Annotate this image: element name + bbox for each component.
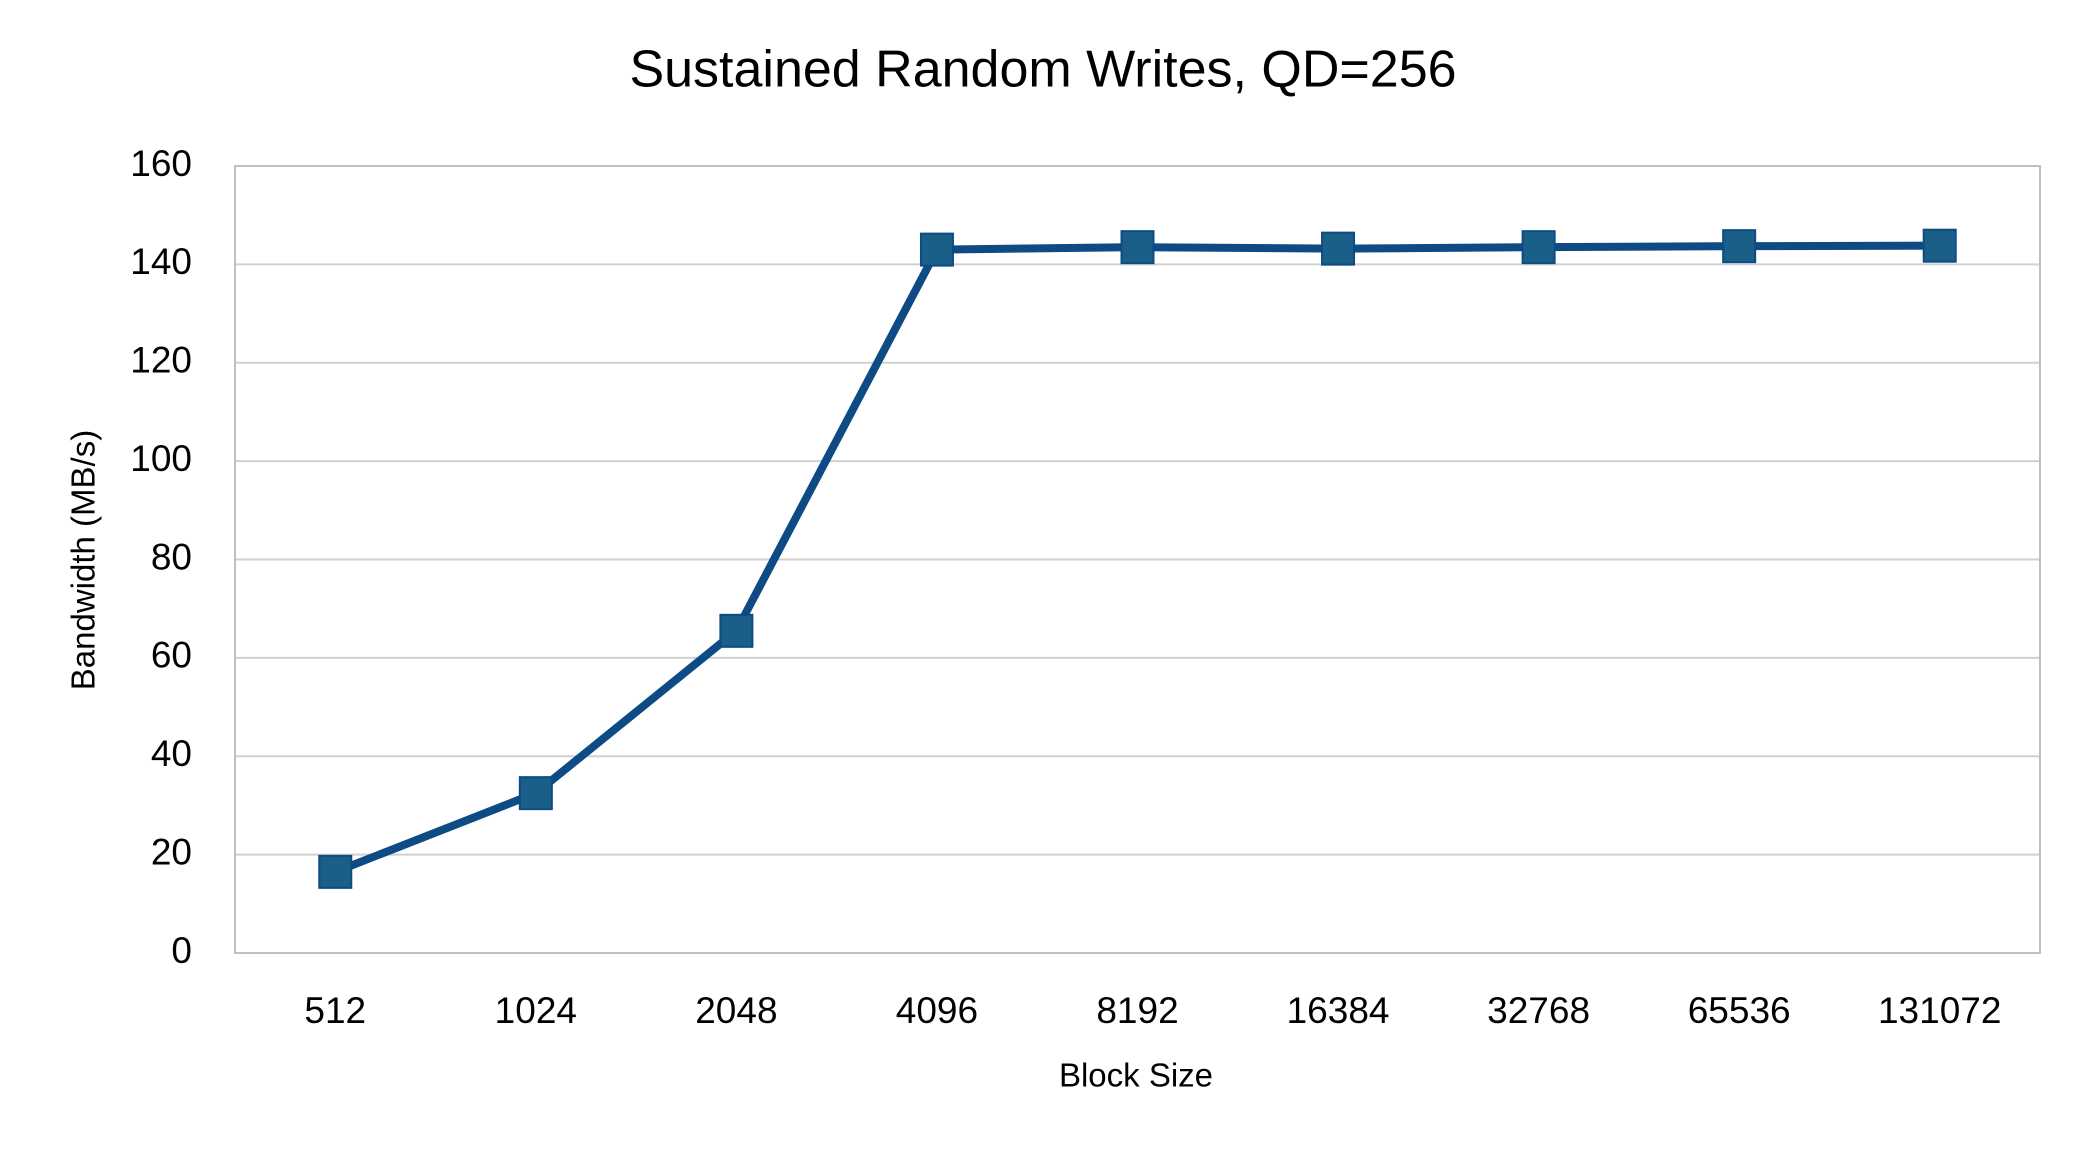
plot-border (234, 165, 2041, 954)
y-tick-label: 0 (171, 930, 192, 971)
x-tick-label: 1024 (495, 990, 577, 1031)
x-tick-label: 2048 (695, 990, 777, 1031)
marker (1521, 230, 1556, 265)
marker (318, 854, 353, 889)
x-tick-label: 16384 (1287, 990, 1390, 1031)
marker (1321, 231, 1356, 266)
marker (1922, 228, 1957, 263)
x-tick-label: 32768 (1487, 990, 1590, 1031)
y-axis-label: Bandwidth (MB/s) (65, 430, 102, 690)
x-tick-label: 65536 (1688, 990, 1791, 1031)
marker (1120, 230, 1155, 265)
marker (919, 232, 954, 267)
x-tick-label: 512 (304, 990, 366, 1031)
marker (1722, 229, 1757, 264)
y-tick-label: 60 (151, 635, 192, 676)
x-tick-label: 8192 (1096, 990, 1178, 1031)
y-tick-label: 80 (151, 536, 192, 577)
marker (719, 613, 754, 648)
x-tick-label: 131072 (1878, 990, 2001, 1031)
marker (518, 776, 553, 811)
x-axis-label: Block Size (1059, 1057, 1213, 1094)
y-tick-label: 120 (130, 340, 192, 381)
y-tick-label: 40 (151, 733, 192, 774)
chart-title: Sustained Random Writes, QD=256 (629, 41, 1456, 99)
y-tick-label: 140 (130, 241, 192, 282)
y-tick-label: 100 (130, 438, 192, 479)
y-tick-label: 160 (130, 143, 192, 184)
y-tick-label: 20 (151, 831, 192, 872)
x-tick-label: 4096 (896, 990, 978, 1031)
